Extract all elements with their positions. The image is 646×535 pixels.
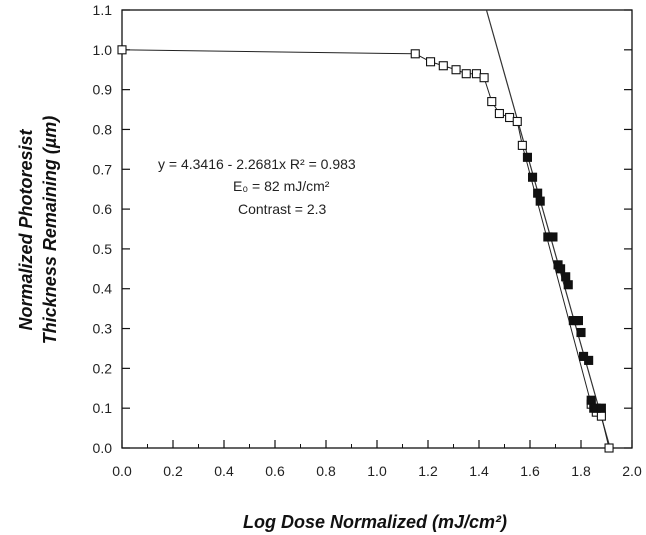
open-square-point bbox=[505, 112, 515, 123]
y-axis-title-line2: Thickness Remaining (µm) bbox=[40, 116, 60, 344]
fit-line-layer bbox=[485, 9, 611, 449]
open-square-point bbox=[410, 49, 420, 59]
x-tick-label: 1.8 bbox=[571, 463, 591, 479]
y-tick-label: 1.1 bbox=[93, 2, 113, 18]
y-tick-label: 1.0 bbox=[93, 42, 113, 58]
y-tick-label: 0.9 bbox=[93, 82, 113, 98]
open-square-point bbox=[438, 61, 448, 71]
y-axis-ticks: 0.0 0.1 0.2 0.3 0.4 0.5 0.6 0.7 0.8 0.9 1.0 1.1 bbox=[93, 2, 632, 456]
x-tick-label: 2.0 bbox=[622, 463, 642, 479]
open-square-point bbox=[479, 73, 489, 83]
filled-square-point bbox=[584, 355, 594, 365]
y-tick-label: 0.4 bbox=[93, 281, 113, 297]
open-square-point bbox=[604, 443, 614, 453]
open-square-point bbox=[425, 57, 436, 67]
open-square-point bbox=[117, 45, 127, 55]
y-tick-label: 0.3 bbox=[93, 321, 113, 337]
filled-square-point bbox=[561, 272, 571, 282]
y-tick-label: 0.5 bbox=[93, 241, 113, 257]
plot-frame bbox=[121, 9, 633, 449]
open-square-point bbox=[487, 97, 497, 107]
x-tick-label: 0.2 bbox=[163, 463, 183, 479]
open-square-point bbox=[517, 140, 527, 150]
y-axis-title-line1: Normalized Photoresist bbox=[16, 128, 36, 330]
filled-square-point bbox=[548, 232, 558, 242]
y-tick-label: 0.8 bbox=[93, 121, 113, 137]
filled-square-point bbox=[586, 395, 596, 405]
filled-square-point bbox=[573, 316, 584, 326]
fit-line bbox=[485, 9, 611, 449]
x-tick-label: 0.6 bbox=[265, 463, 285, 479]
annotation-contrast: Contrast = 2.3 bbox=[238, 201, 327, 217]
x-tick-label: 0.8 bbox=[316, 463, 336, 479]
x-tick-label: 1.6 bbox=[520, 463, 540, 479]
y-tick-label: 0.0 bbox=[93, 440, 113, 456]
y-tick-label: 0.6 bbox=[93, 201, 113, 217]
x-axis-ticks: 0.0 0.2 0.4 0.6 0.8 1.0 1.2 1.4 1.6 1.8 2.0 bbox=[112, 440, 642, 479]
plot-border bbox=[121, 9, 633, 449]
series-layer bbox=[117, 45, 614, 453]
filled-square-point bbox=[535, 196, 545, 206]
y-tick-label: 0.7 bbox=[93, 161, 113, 177]
annotation-e0: E₀ = 82 mJ/cm² bbox=[233, 178, 330, 194]
open-square-point bbox=[596, 411, 606, 421]
filled-square-point bbox=[556, 264, 566, 274]
open-square-point bbox=[471, 69, 482, 79]
filled-square-point bbox=[576, 327, 586, 338]
filled-square-point bbox=[563, 280, 573, 290]
y-tick-label: 0.2 bbox=[93, 360, 113, 376]
open-square-point bbox=[494, 108, 504, 119]
open-square-point bbox=[451, 65, 461, 75]
x-tick-label: 1.4 bbox=[469, 463, 489, 479]
y-tick-label: 0.1 bbox=[93, 400, 113, 416]
x-tick-label: 0.0 bbox=[112, 463, 132, 479]
filled-square-point bbox=[533, 188, 543, 198]
filled-square-point bbox=[522, 152, 533, 162]
x-tick-label: 0.4 bbox=[214, 463, 234, 479]
filled-square-point bbox=[596, 403, 606, 413]
x-tick-label: 1.0 bbox=[367, 463, 387, 479]
filled-square-point bbox=[527, 172, 538, 182]
open-square-point bbox=[461, 69, 471, 79]
series-line bbox=[121, 49, 610, 449]
open-square-point bbox=[512, 116, 522, 127]
x-axis-title: Log Dose Normalized (mJ/cm²) bbox=[243, 512, 507, 532]
x-tick-label: 1.2 bbox=[418, 463, 438, 479]
annotation-equation: y = 4.3416 - 2.2681x R² = 0.983 bbox=[158, 156, 356, 172]
